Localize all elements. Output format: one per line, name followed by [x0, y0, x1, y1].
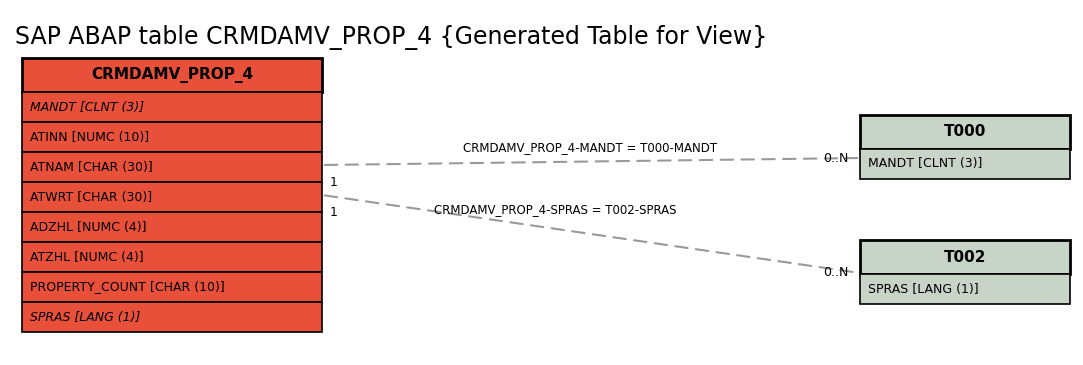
Text: CRMDAMV_PROP_4-SPRAS = T002-SPRAS: CRMDAMV_PROP_4-SPRAS = T002-SPRAS	[434, 204, 676, 216]
Bar	[22, 152, 322, 182]
Bar	[22, 92, 322, 122]
Bar	[22, 242, 322, 272]
Text: 0..N: 0..N	[823, 151, 848, 165]
Bar	[22, 182, 322, 212]
Text: 1: 1	[330, 207, 338, 219]
Text: ATINN [NUMC (10)]: ATINN [NUMC (10)]	[30, 131, 149, 143]
Bar	[860, 149, 1070, 179]
Text: ATNAM [CHAR (30)]: ATNAM [CHAR (30)]	[30, 161, 153, 173]
Bar	[22, 58, 322, 92]
Bar	[22, 212, 322, 242]
Text: T000: T000	[943, 124, 987, 139]
Text: MANDT [CLNT (3)]: MANDT [CLNT (3)]	[30, 100, 144, 114]
Bar	[860, 115, 1070, 149]
Text: MANDT [CLNT (3)]: MANDT [CLNT (3)]	[867, 158, 982, 170]
Text: CRMDAMV_PROP_4-MANDT = T000-MANDT: CRMDAMV_PROP_4-MANDT = T000-MANDT	[462, 142, 717, 154]
Text: CRMDAMV_PROP_4: CRMDAMV_PROP_4	[91, 67, 253, 83]
Text: PROPERTY_COUNT [CHAR (10)]: PROPERTY_COUNT [CHAR (10)]	[30, 280, 225, 293]
Text: SPRAS [LANG (1)]: SPRAS [LANG (1)]	[30, 311, 141, 323]
Text: ADZHL [NUMC (4)]: ADZHL [NUMC (4)]	[30, 220, 146, 234]
Text: T002: T002	[943, 250, 987, 265]
Text: SPRAS [LANG (1)]: SPRAS [LANG (1)]	[867, 283, 979, 296]
Text: SAP ABAP table CRMDAMV_PROP_4 {Generated Table for View}: SAP ABAP table CRMDAMV_PROP_4 {Generated…	[15, 26, 768, 50]
Text: ATWRT [CHAR (30)]: ATWRT [CHAR (30)]	[30, 191, 152, 204]
Bar	[860, 240, 1070, 274]
Text: 1: 1	[330, 177, 338, 189]
Bar	[22, 302, 322, 332]
Bar	[22, 272, 322, 302]
Text: 0..N: 0..N	[823, 266, 848, 280]
Bar	[860, 274, 1070, 304]
Bar	[22, 122, 322, 152]
Text: ATZHL [NUMC (4)]: ATZHL [NUMC (4)]	[30, 250, 144, 264]
